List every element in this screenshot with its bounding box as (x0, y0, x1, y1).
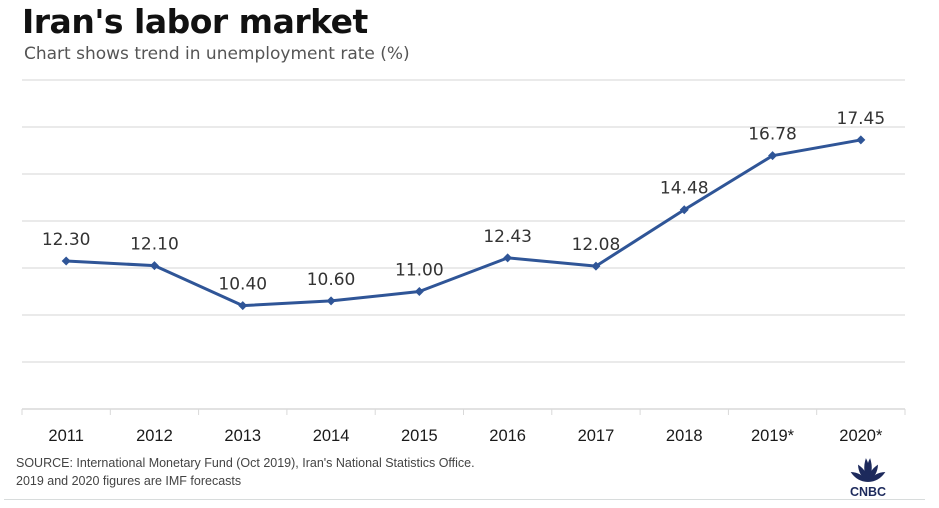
data-point-marker (503, 253, 513, 263)
data-point-marker (326, 296, 336, 306)
data-point-marker (856, 135, 866, 145)
data-markers (61, 135, 866, 311)
x-tick-label: 2015 (401, 427, 438, 445)
footer-divider (4, 499, 925, 500)
data-point-marker (591, 261, 601, 271)
x-tick-label: 2012 (136, 427, 173, 445)
data-label: 16.78 (748, 125, 797, 145)
x-tick-label: 2020* (839, 427, 883, 445)
x-tick-label: 2013 (224, 427, 261, 445)
source-note: SOURCE: International Monetary Fund (Oct… (16, 454, 475, 490)
data-label: 14.48 (660, 179, 709, 199)
data-labels: 12.30 12.10 10.40 10.60 11.00 12.43 12.08 14.48… (42, 109, 885, 295)
line-chart: 2011 2012 2013 2014 2015 2016 2017 2018 2019* 202… (21, 79, 906, 445)
data-label: 10.40 (218, 275, 267, 295)
x-tick-label: 2018 (666, 427, 703, 445)
x-tick-label: 2011 (48, 427, 83, 445)
data-label: 12.30 (42, 230, 91, 250)
series-line-unemployment (66, 138, 862, 308)
data-point-marker (61, 256, 71, 266)
x-tick-label: 2014 (313, 427, 350, 445)
cnbc-logo-text: CNBC (850, 485, 886, 498)
data-point-marker (238, 301, 248, 311)
data-label: 12.43 (483, 227, 532, 247)
x-tick-label: 2016 (489, 427, 526, 445)
data-point-marker (679, 205, 689, 215)
x-tick-labels: 2011 2012 2013 2014 2015 2016 2017 2018 2019* 202… (48, 427, 883, 445)
peacock-feather (858, 464, 868, 482)
data-point-marker (768, 151, 778, 161)
source-line-2: 2019 and 2020 figures are IMF forecasts (16, 474, 242, 488)
gridlines (22, 79, 905, 363)
chart-title: Iran's labor market (22, 2, 368, 41)
data-label: 10.60 (307, 270, 356, 290)
peacock-feather (850, 472, 868, 482)
data-label: 17.45 (837, 109, 886, 129)
data-point-marker (414, 287, 424, 296)
nbc-peacock-icon (850, 458, 886, 482)
peacock-feather (868, 472, 886, 482)
data-point-marker (149, 261, 159, 271)
data-label: 12.10 (130, 235, 179, 255)
peacock-feather (868, 464, 878, 482)
x-axis (21, 408, 906, 415)
chart-subtitle: Chart shows trend in unemployment rate (… (24, 44, 410, 64)
data-label: 12.08 (572, 235, 621, 255)
data-label: 11.00 (395, 261, 444, 281)
cnbc-logo: CNBC (850, 458, 886, 498)
x-tick-label: 2017 (578, 427, 615, 445)
source-line-1: SOURCE: International Monetary Fund (Oct… (16, 456, 475, 470)
x-tick-label: 2019* (751, 427, 795, 445)
